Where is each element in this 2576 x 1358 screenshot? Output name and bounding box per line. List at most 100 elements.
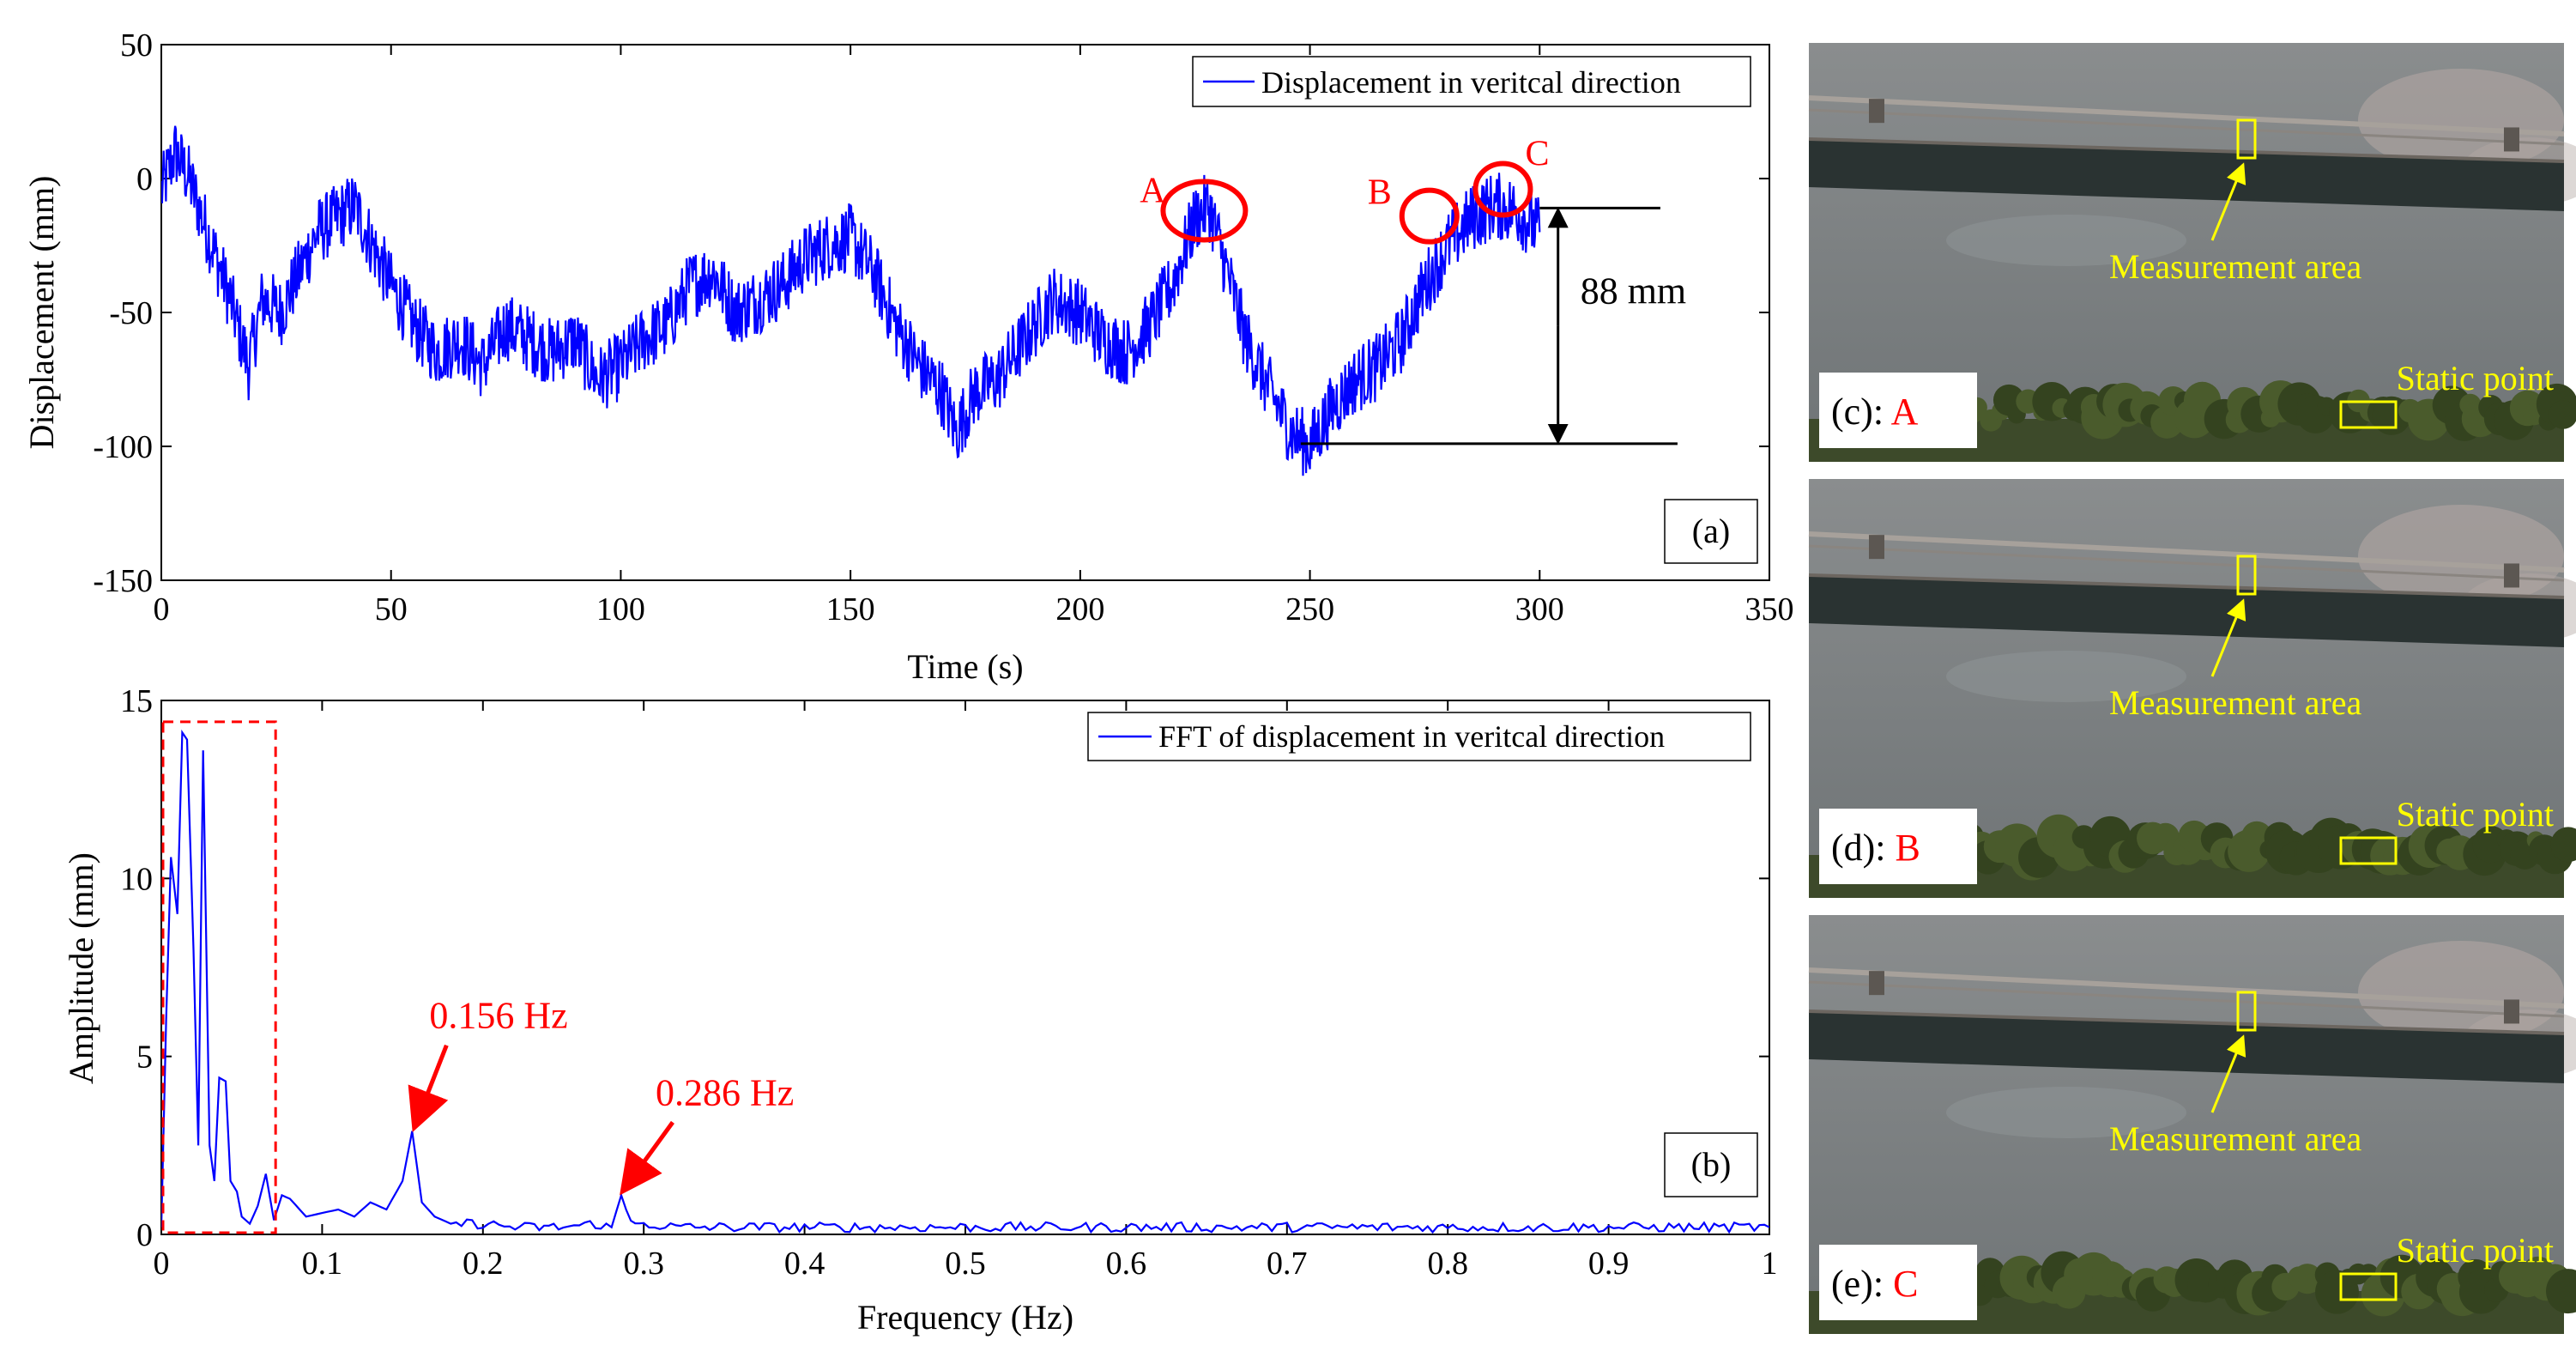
panel-a-legend-box	[1192, 56, 1751, 107]
photo-bridge-edge	[1808, 573, 2565, 599]
measurement-area-label: Measurement area	[2109, 247, 2362, 286]
photo-label: (c): A	[1831, 391, 1919, 433]
panel-b-xlabel: Frequency (Hz)	[857, 1298, 1073, 1337]
photo-tree	[2549, 400, 2576, 429]
photo-lamp-post	[1869, 971, 1884, 996]
photo-label-point: A	[1891, 391, 1919, 433]
x-tick-label: 0.9	[1588, 1246, 1630, 1282]
photo-bridge-railing	[1808, 980, 2565, 1018]
measurement-area-box	[2236, 118, 2257, 160]
y-tick-label: 50	[120, 27, 153, 64]
panel-b-legend-entry: FFT of displacement in veritcal directio…	[1158, 719, 1665, 754]
x-tick-label: 350	[1745, 591, 1794, 627]
y-tick-label: 0	[136, 1217, 153, 1253]
photo-panel-d: Measurement area Static point (d): B	[1808, 479, 2576, 898]
panel-a-legend: Displacement in veritcal direction	[1192, 56, 1751, 107]
y-tick-label: -100	[93, 429, 153, 465]
y-tick-label: 10	[120, 861, 153, 897]
photo-lamp-post	[2504, 999, 2519, 1024]
y-tick-label: 5	[136, 1040, 153, 1076]
measurement-area-arrow	[2210, 162, 2246, 241]
low-frequency-highlight-box	[161, 720, 277, 1234]
x-tick-label: 0.4	[784, 1246, 825, 1282]
x-tick-label: 150	[826, 591, 875, 627]
photo-tree	[2550, 827, 2576, 863]
y-tick-label: 0	[136, 161, 153, 197]
photo-lamp-post	[2504, 127, 2519, 152]
static-point-label: Static point	[2397, 359, 2554, 397]
x-tick-label: 0.7	[1267, 1246, 1308, 1282]
panel-b-ylabel: Amplitude (mm)	[62, 852, 100, 1084]
panel-a-legend-entry: Displacement in veritcal direction	[1261, 65, 1681, 100]
panel-b-legend-box	[1087, 712, 1751, 761]
static-point-box	[2339, 400, 2398, 429]
photo-label: (e): C	[1831, 1263, 1918, 1305]
measurement-area-label: Measurement area	[2109, 1119, 2362, 1158]
x-tick-label: 100	[596, 591, 645, 627]
measurement-area-arrow	[2210, 1034, 2246, 1113]
measurement-area-box	[2236, 555, 2257, 596]
x-tick-label: 0.8	[1427, 1246, 1468, 1282]
photo-label-point: B	[1896, 827, 1920, 869]
photo-bridge-cable	[1808, 95, 2565, 136]
photo-lamp-post	[2504, 563, 2519, 588]
photo-label: (d): B	[1831, 827, 1920, 869]
range-label: 88 mm	[1581, 270, 1686, 312]
photo-vegetation	[1809, 380, 2576, 462]
photo-label-box	[1819, 809, 1977, 884]
peak-label: 0.156 Hz	[429, 995, 567, 1037]
x-tick-label: 0	[154, 1246, 170, 1282]
photo-bridge-railing	[1808, 108, 2565, 146]
photo-panel-e: Measurement area Static point (e): C	[1808, 915, 2576, 1334]
y-tick-label: -50	[109, 295, 153, 331]
x-tick-label: 1	[1762, 1246, 1778, 1282]
photo-label-prefix: (d):	[1831, 827, 1896, 869]
annotation-circle-b	[1399, 187, 1460, 245]
panel-b-legend: FFT of displacement in veritcal directio…	[1087, 712, 1751, 761]
x-tick-label: 0.2	[463, 1246, 504, 1282]
peak-arrow	[408, 1044, 449, 1133]
panel-a-displacement-chart: 0 50 100 150 200 250 300 350 -150 -100 -50 0 50 A B C 8…	[22, 27, 1794, 686]
static-point-box	[2339, 1272, 2398, 1301]
x-tick-label: 0.1	[302, 1246, 343, 1282]
photo-vegetation	[1809, 1251, 2576, 1334]
photo-bridge-cable	[1808, 967, 2565, 1009]
photo-haze	[1946, 651, 2186, 702]
panel-b-frame	[160, 700, 1770, 1235]
static-point-box	[2339, 836, 2398, 865]
annotation-label-b: B	[1368, 173, 1392, 213]
photo-label-prefix: (e):	[1831, 1263, 1893, 1305]
x-tick-label: 300	[1515, 591, 1564, 627]
panel-b-label: (b)	[1691, 1145, 1732, 1184]
y-tick-label: 15	[120, 683, 153, 719]
x-tick-label: 0.5	[945, 1246, 986, 1282]
panel-b-label-box: (b)	[1664, 1132, 1758, 1197]
x-tick-label: 0	[154, 591, 170, 627]
photo-label-box	[1819, 373, 1977, 448]
static-point-label: Static point	[2397, 1231, 2554, 1270]
annotation-circle-c	[1472, 161, 1533, 218]
static-point-label: Static point	[2397, 795, 2554, 834]
panel-a-label: (a)	[1692, 512, 1730, 550]
photo-tree	[2546, 1269, 2576, 1314]
photo-bridge-cable	[1808, 531, 2565, 573]
y-tick-label: -150	[93, 563, 153, 599]
photo-panel-c: Measurement area Static point (c): A	[1808, 43, 2576, 462]
measurement-area-arrow	[2210, 598, 2246, 677]
photo-bridge-edge	[1808, 137, 2565, 163]
panel-a-ticks: 0 50 100 150 200 250 300 350 -150 -100 -50 0 50	[93, 27, 1793, 627]
photo-lamp-post	[1869, 535, 1884, 560]
panel-a-xlabel: Time (s)	[907, 647, 1023, 686]
annotation-label-c: C	[1525, 134, 1549, 173]
x-tick-label: 250	[1285, 591, 1334, 627]
panel-a-ylabel: Displacement (mm)	[22, 176, 61, 450]
measurement-area-box	[2236, 991, 2257, 1032]
x-tick-label: 50	[375, 591, 408, 627]
photo-label-point: C	[1893, 1263, 1918, 1305]
photo-lamp-post	[1869, 99, 1884, 124]
panel-a-frame	[160, 44, 1770, 581]
peak-label: 0.286 Hz	[656, 1071, 794, 1113]
